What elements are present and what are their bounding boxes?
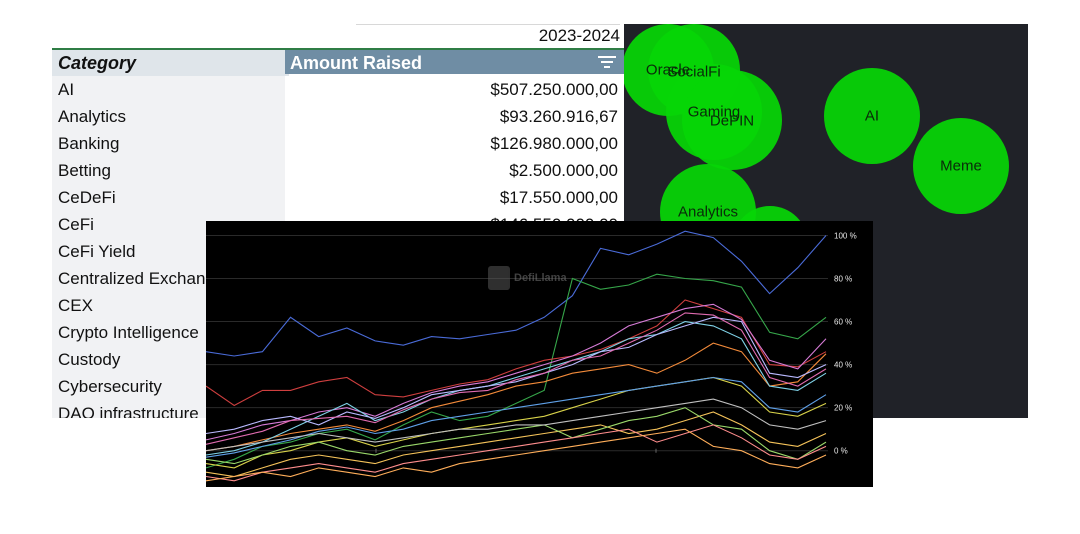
defillama-logo-icon <box>488 266 510 290</box>
series-line <box>206 407 827 465</box>
amount-raised-header-label: Amount Raised <box>290 53 423 73</box>
category-cell[interactable]: Analytics <box>52 103 285 130</box>
category-cell[interactable]: Betting <box>52 157 285 184</box>
amount-cell[interactable]: $93.260.916,67 <box>285 103 624 130</box>
series-line <box>206 342 827 452</box>
series-line <box>206 376 827 458</box>
table-row: Betting $2.500.000,00 <box>52 157 624 184</box>
amount-cell[interactable]: $126.980.000,00 <box>285 130 624 157</box>
bubble[interactable] <box>824 68 920 164</box>
series-line <box>206 411 827 478</box>
bubble[interactable] <box>682 70 782 170</box>
y-tick-label: 60 % <box>834 318 852 327</box>
bubble-label: Meme <box>940 157 982 175</box>
category-cell[interactable]: CeDeFi <box>52 184 285 211</box>
table-row: Banking $126.980.000,00 <box>52 130 624 157</box>
amount-raised-header[interactable]: Amount Raised <box>285 48 624 74</box>
filter-icon[interactable] <box>598 56 616 70</box>
line-chart-panel: 100 % 80 % 60 % 40 % 20 % 0 % <box>206 221 873 487</box>
bubble-label: Gaming <box>687 103 741 121</box>
category-cell[interactable]: AI <box>52 76 285 103</box>
amount-cell[interactable]: $17.550.000,00 <box>285 184 624 211</box>
amount-cell[interactable]: $507.250.000,00 <box>285 76 624 103</box>
table-row: AI $507.250.000,00 <box>52 76 624 103</box>
table-row: CeDeFi $17.550.000,00 <box>52 184 624 211</box>
series-line <box>206 299 827 407</box>
y-tick-label: 0 % <box>834 447 848 456</box>
bubble-label: Oracle <box>645 61 691 79</box>
series-line <box>206 424 827 482</box>
series-line <box>206 428 827 482</box>
bubble-label: SocialFi <box>667 63 721 81</box>
bubble[interactable] <box>913 118 1009 214</box>
series-line <box>206 273 827 469</box>
bubble-label: DePIN <box>709 112 755 130</box>
year-cell: 2023-2024 <box>356 24 620 47</box>
category-cell[interactable]: Banking <box>52 130 285 157</box>
y-tick-label: 80 % <box>834 275 852 284</box>
table-row: Analytics $93.260.916,67 <box>52 103 624 130</box>
defillama-watermark: DefiLlama <box>488 266 567 290</box>
series-line <box>206 321 827 456</box>
y-tick-label: 40 % <box>834 361 852 370</box>
series-line <box>206 303 827 441</box>
line-chart: 100 % 80 % 60 % 40 % 20 % 0 % <box>206 230 857 482</box>
watermark-text: DefiLlama <box>514 272 567 284</box>
series-line <box>206 312 827 445</box>
amount-cell[interactable]: $2.500.000,00 <box>285 157 624 184</box>
bubble-label: Analytics <box>677 203 739 221</box>
category-header[interactable]: Category <box>52 48 289 76</box>
bubble-label: AI <box>864 107 880 125</box>
series-line <box>206 316 827 435</box>
series-line <box>206 230 827 357</box>
y-tick-label: 20 % <box>834 404 852 413</box>
series-line <box>206 376 827 469</box>
y-tick-label: 100 % <box>834 231 857 240</box>
series-line <box>206 398 827 452</box>
